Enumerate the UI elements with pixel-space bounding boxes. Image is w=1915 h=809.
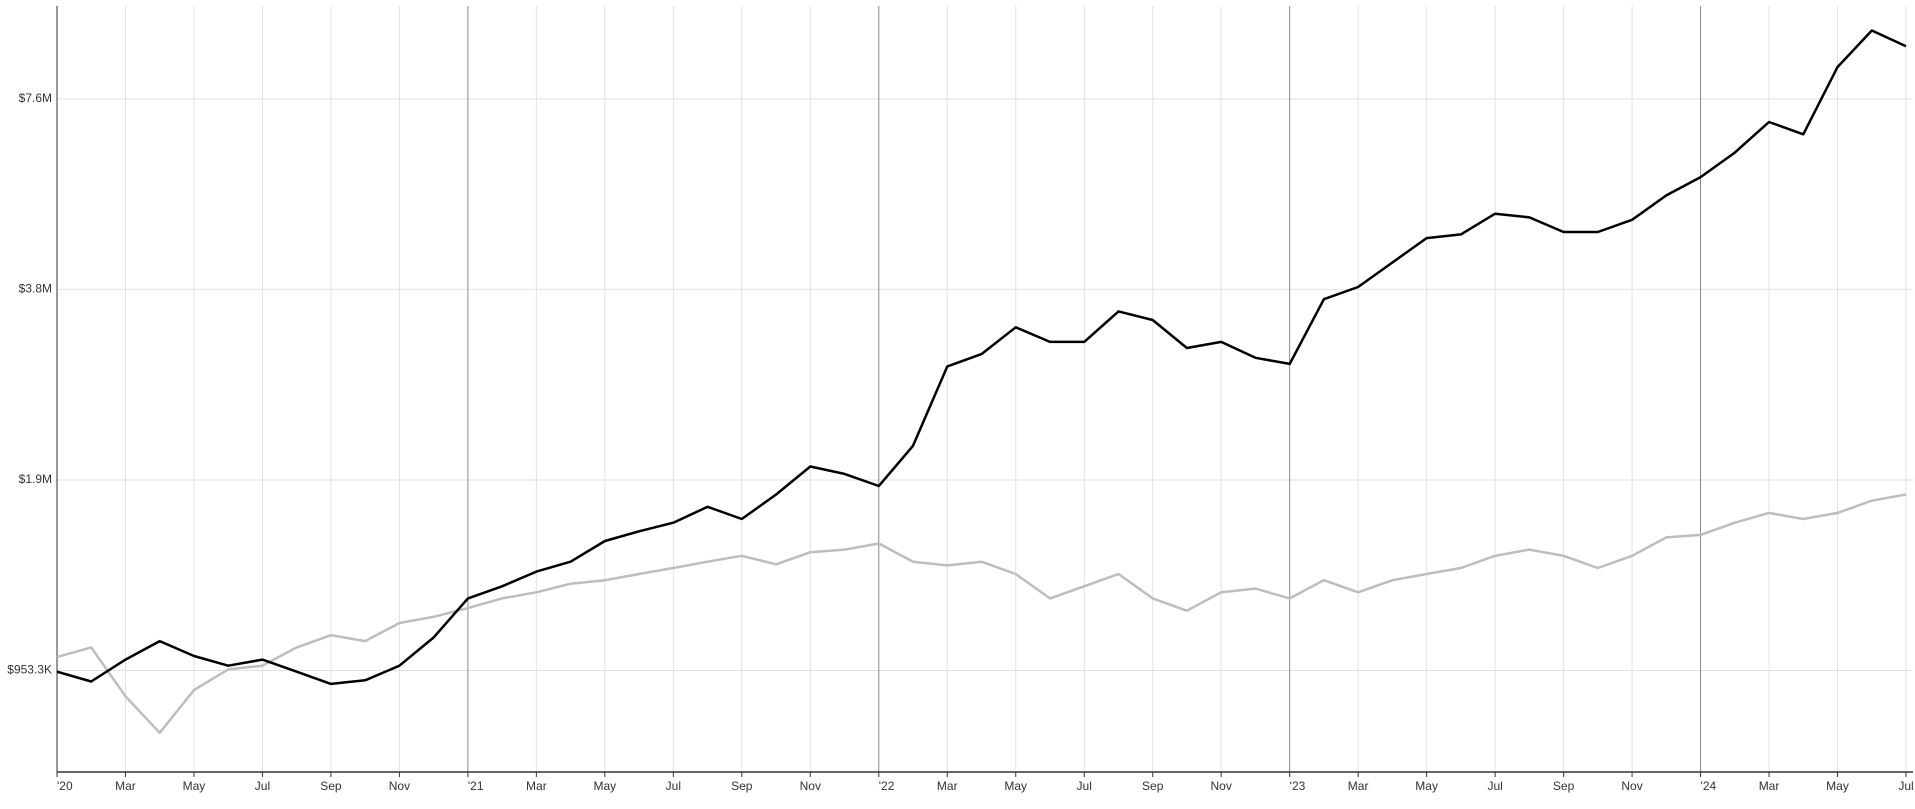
y-tick-label: $7.6M bbox=[19, 91, 52, 105]
y-tick-label: $953.3K bbox=[7, 663, 52, 677]
x-tick-label: Mar bbox=[937, 779, 958, 793]
series-line bbox=[56, 493, 1907, 735]
x-tick-label: May bbox=[183, 779, 206, 793]
x-tick-label: Jul bbox=[1077, 779, 1092, 793]
x-tick-label: Mar bbox=[1348, 779, 1369, 793]
y-tick-label: $1.9M bbox=[19, 472, 52, 486]
x-tick-label: May bbox=[594, 779, 617, 793]
x-tick-label: '24 bbox=[1701, 779, 1717, 793]
x-tick-label: Mar bbox=[526, 779, 547, 793]
x-tick-label: Sep bbox=[1553, 779, 1575, 793]
x-tick-label: May bbox=[1004, 779, 1027, 793]
x-tick-label: '21 bbox=[468, 779, 484, 793]
x-tick-label: '22 bbox=[879, 779, 895, 793]
x-tick-label: Jul bbox=[1898, 779, 1913, 793]
series-line bbox=[56, 29, 1907, 686]
x-tick-label: Nov bbox=[800, 779, 821, 793]
x-tick-label: Jul bbox=[1487, 779, 1502, 793]
x-tick-label: '20 bbox=[57, 779, 73, 793]
x-tick-label: May bbox=[1415, 779, 1438, 793]
x-tick-label: Mar bbox=[115, 779, 136, 793]
x-tick-label: '23 bbox=[1290, 779, 1306, 793]
x-tick-label: Sep bbox=[320, 779, 342, 793]
x-tick-label: May bbox=[1826, 779, 1849, 793]
x-tick-label: Nov bbox=[1211, 779, 1232, 793]
x-tick-label: Jul bbox=[666, 779, 681, 793]
x-tick-label: Nov bbox=[389, 779, 410, 793]
x-tick-label: Jul bbox=[255, 779, 270, 793]
x-tick-label: Mar bbox=[1759, 779, 1780, 793]
x-tick-label: Nov bbox=[1621, 779, 1642, 793]
x-tick-label: Sep bbox=[1142, 779, 1164, 793]
y-tick-label: $3.8M bbox=[19, 282, 52, 296]
x-tick-label: Sep bbox=[731, 779, 753, 793]
